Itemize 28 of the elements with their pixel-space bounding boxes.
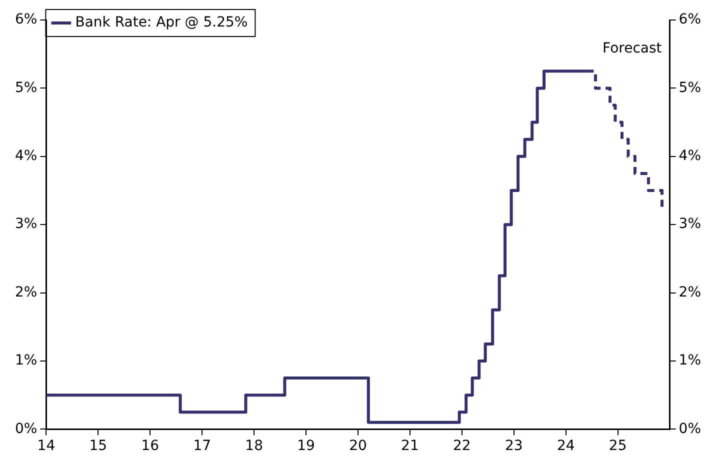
x-tick-label: 20 [349, 438, 367, 454]
x-tick-label: 16 [141, 438, 160, 454]
legend-label: Bank Rate: Apr @ 5.25% [75, 14, 248, 31]
y-tick-label: 1% [14, 352, 38, 369]
x-tick-label: 21 [401, 438, 419, 454]
y2-tick-label: 1% [678, 352, 702, 369]
x-tick-label: 15 [89, 438, 108, 454]
y-tick-label: 6% [14, 12, 38, 28]
x-tick-label: 14 [37, 438, 56, 454]
y2-tick-label: 2% [678, 284, 702, 300]
y-tick-label: 5% [14, 80, 38, 96]
x-tick-label: 23 [504, 438, 523, 454]
y2-tick-label: 4% [678, 148, 702, 164]
y-tick-label: 4% [14, 148, 38, 164]
y2-tick-label: 3% [678, 216, 702, 232]
x-tick-label: 17 [193, 438, 212, 454]
x-tick-label: 24 [556, 438, 575, 454]
y-tick-label: 3% [14, 216, 38, 232]
x-tick-label: 19 [297, 438, 315, 454]
y2-tick-label: 0% [678, 420, 702, 437]
annotation: Forecast [602, 40, 662, 57]
x-tick-label: 18 [245, 438, 263, 454]
y2-tick-label: 6% [678, 12, 702, 28]
y2-tick-label: 5% [678, 80, 702, 96]
x-tick-label: 25 [608, 438, 627, 454]
y-tick-label: 0% [14, 420, 38, 437]
y-tick-label: 2% [14, 284, 38, 300]
x-tick-label: 22 [453, 438, 471, 454]
